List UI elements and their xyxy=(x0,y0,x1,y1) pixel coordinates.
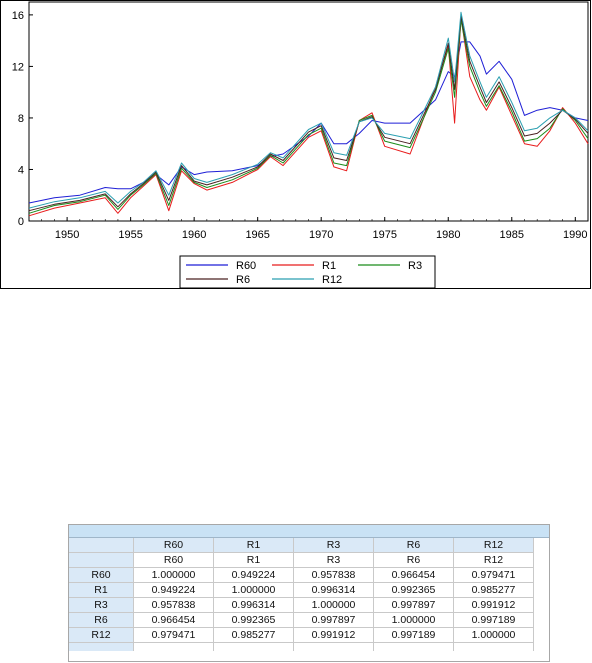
table-cell[interactable]: 0.979471 xyxy=(133,627,214,643)
table-row: R60 R1 R3 R6 R12 xyxy=(69,538,534,553)
table-cell[interactable]: 0.949224 xyxy=(133,582,214,598)
column-subheader[interactable]: R12 xyxy=(453,552,534,568)
column-header[interactable]: R6 xyxy=(373,538,454,553)
table-cell[interactable] xyxy=(213,642,294,651)
table-cell[interactable]: 1.000000 xyxy=(213,582,294,598)
corner-cell[interactable] xyxy=(69,538,134,553)
column-header[interactable]: R12 xyxy=(453,538,534,553)
table-cell[interactable]: 0.985277 xyxy=(453,582,534,598)
column-subheader[interactable]: R3 xyxy=(293,552,374,568)
line-chart: 0 4 8 12 16 1950 1955 1960 1965 1970 1975 1980 1985 1… xyxy=(0,0,591,289)
row-header[interactable]: R60 xyxy=(69,567,134,583)
table-cell[interactable]: 0.997897 xyxy=(373,597,454,613)
axis-layer: 0 4 8 12 16 1950 1955 1960 1965 1970 1975 1980 1985 1… xyxy=(12,10,588,241)
table-row xyxy=(69,642,534,651)
series-line-r3 xyxy=(28,19,589,214)
chart-panel: 0 4 8 12 16 1950 1955 1960 1965 1970 1975 1980 1985 1… xyxy=(0,0,592,290)
table-cell[interactable]: 0.949224 xyxy=(213,567,294,583)
table-row: R6 0.966454 0.992365 0.997897 1.000000 0.9971… xyxy=(69,612,534,628)
y-tick-label: 8 xyxy=(18,113,24,125)
table-cell[interactable]: 0.997189 xyxy=(373,627,454,643)
table-cell[interactable]: 0.992365 xyxy=(373,582,454,598)
table-cell[interactable] xyxy=(373,642,454,651)
x-tick-label: 1970 xyxy=(309,229,333,241)
series-line-r1 xyxy=(28,17,589,217)
legend-label: R1 xyxy=(322,260,336,272)
column-subheader[interactable]: R6 xyxy=(373,552,454,568)
correlation-grid: R60 R1 R3 R6 R12 R60 R1 R3 R6 R12 R60 1.000000 0.949… xyxy=(69,538,534,651)
x-tick-label: 1975 xyxy=(372,229,396,241)
table-row: R3 0.957838 0.996314 1.000000 0.997897 0.9919… xyxy=(69,597,534,613)
table-cell[interactable]: 0.966454 xyxy=(133,612,214,628)
table-cell[interactable]: 1.000000 xyxy=(133,567,214,583)
table-cell[interactable] xyxy=(293,642,374,651)
legend-label: R60 xyxy=(236,260,256,272)
legend: R60 R1 R3 R6 R12 xyxy=(179,255,436,289)
table-cell[interactable]: 0.957838 xyxy=(293,567,374,583)
table-row: R1 0.949224 1.000000 0.996314 0.992365 0.9852… xyxy=(69,582,534,598)
row-header[interactable]: R1 xyxy=(69,582,134,598)
legend-label: R12 xyxy=(322,274,342,286)
correlation-table: R60 R1 R3 R6 R12 R60 R1 R3 R6 R12 R60 1.000000 0.949… xyxy=(68,524,550,662)
table-cell[interactable]: 0.996314 xyxy=(293,582,374,598)
table-cell[interactable]: 0.985277 xyxy=(213,627,294,643)
column-subheader[interactable]: R60 xyxy=(133,552,214,568)
column-header[interactable]: R1 xyxy=(213,538,294,553)
row-header[interactable]: R12 xyxy=(69,627,134,643)
table-title-bar xyxy=(69,525,549,538)
table-row: R60 R1 R3 R6 R12 xyxy=(69,552,534,568)
table-row: R60 1.000000 0.949224 0.957838 0.966454 0.979… xyxy=(69,567,534,583)
table-cell[interactable] xyxy=(453,642,534,651)
table-cell[interactable] xyxy=(133,642,214,651)
series-layer xyxy=(28,11,589,217)
table-cell[interactable]: 0.957838 xyxy=(133,597,214,613)
row-header[interactable]: R6 xyxy=(69,612,134,628)
x-tick-label: 1980 xyxy=(436,229,460,241)
table-cell[interactable]: 1.000000 xyxy=(293,597,374,613)
table-cell[interactable]: 0.979471 xyxy=(453,567,534,583)
plot-area xyxy=(28,1,589,222)
x-tick-label: 1950 xyxy=(55,229,79,241)
y-tick-label: 12 xyxy=(12,61,24,73)
table-cell[interactable]: 0.996314 xyxy=(213,597,294,613)
x-tick-label: 1965 xyxy=(245,229,269,241)
column-header[interactable]: R3 xyxy=(293,538,374,553)
legend-box xyxy=(179,255,436,289)
column-header[interactable]: R60 xyxy=(133,538,214,553)
table-cell[interactable]: 0.991912 xyxy=(293,627,374,643)
row-header[interactable] xyxy=(69,642,134,651)
series-line-r6 xyxy=(28,15,589,212)
column-subheader[interactable]: R1 xyxy=(213,552,294,568)
legend-label: R6 xyxy=(236,274,250,286)
x-tick-label: 1955 xyxy=(118,229,142,241)
corner-cell[interactable] xyxy=(69,552,134,568)
table-cell[interactable]: 1.000000 xyxy=(373,612,454,628)
legend-label: R3 xyxy=(408,260,422,272)
row-header[interactable]: R3 xyxy=(69,597,134,613)
y-tick-label: 4 xyxy=(18,164,24,176)
y-tick-label: 0 xyxy=(18,216,24,228)
table-cell[interactable]: 0.992365 xyxy=(213,612,294,628)
table-cell[interactable]: 1.000000 xyxy=(453,627,534,643)
table-cell[interactable]: 0.991912 xyxy=(453,597,534,613)
series-line-r12 xyxy=(28,11,589,209)
y-tick-label: 16 xyxy=(12,10,24,22)
x-tick-label: 1960 xyxy=(182,229,206,241)
x-tick-label: 1990 xyxy=(563,229,587,241)
table-cell[interactable]: 0.966454 xyxy=(373,567,454,583)
table-cell[interactable]: 0.997189 xyxy=(453,612,534,628)
table-row: R12 0.979471 0.985277 0.991912 0.997189 1.000… xyxy=(69,627,534,643)
x-tick-label: 1985 xyxy=(500,229,524,241)
table-cell[interactable]: 0.997897 xyxy=(293,612,374,628)
